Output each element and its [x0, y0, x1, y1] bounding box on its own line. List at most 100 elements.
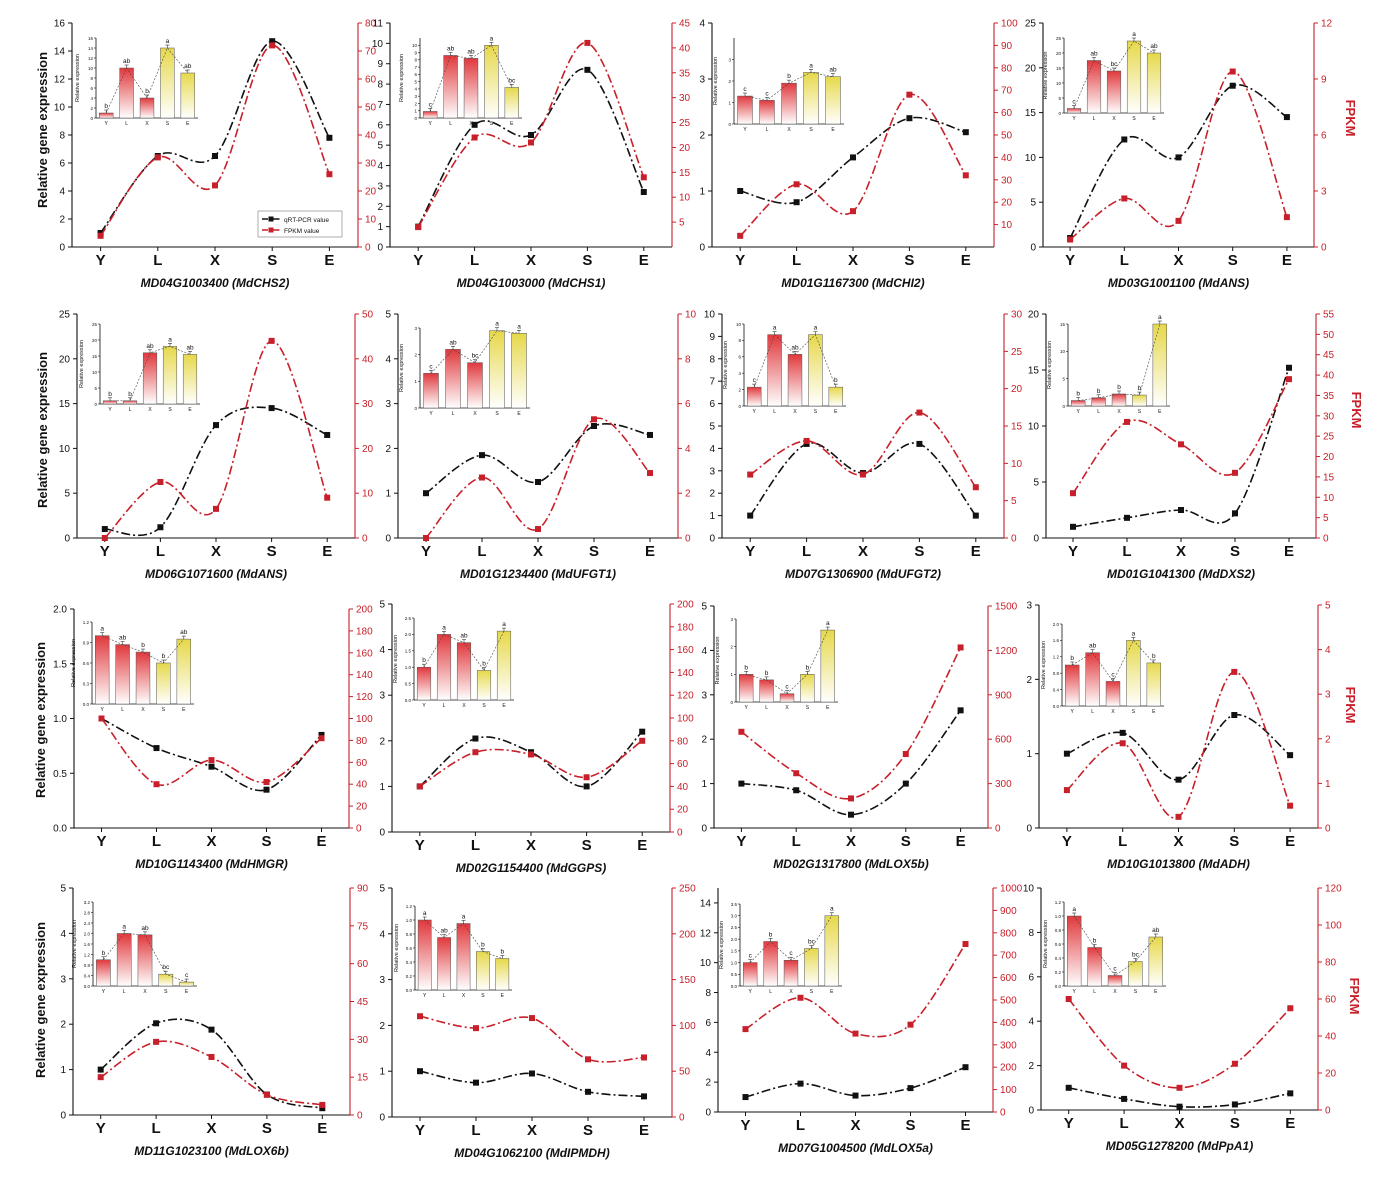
gene-symbol: (MdLOX5b) [865, 857, 929, 871]
left-tick-label: 11 [373, 19, 384, 30]
inset-significance-letter: ab [180, 629, 188, 636]
inset-significance-letter: ab [791, 344, 799, 351]
inset-bar [437, 937, 451, 991]
right-tick-label: 180 [677, 622, 694, 633]
right-tick-label: 400 [1000, 1018, 1017, 1029]
qrt-point [583, 783, 590, 790]
inset-significance-letter: ab [460, 633, 468, 640]
inset-category-label: X [145, 121, 149, 127]
qrt-point [1065, 1084, 1072, 1091]
inset-tick-label: 6 [414, 72, 417, 77]
inset-significance-letter: c [789, 950, 793, 957]
gene-id: MD04G1003400 [141, 276, 232, 290]
right-tick-label: 45 [679, 19, 691, 30]
inset-tick-label: 1.0 [406, 918, 413, 923]
inset-significance-letter: ab [440, 928, 448, 935]
inset-bar [423, 111, 438, 119]
left-tick-label: 1 [60, 1065, 66, 1076]
left-tick-label: 0.0 [53, 824, 67, 835]
legend: qRT-PCR value FPKM value [257, 210, 343, 238]
inset-category-label: Y [1077, 409, 1081, 415]
inset-category-label: L [1097, 409, 1100, 415]
inset-trend-line [105, 47, 189, 114]
right-tick-label: 90 [357, 884, 369, 895]
inset-tick-label: 10 [88, 66, 94, 71]
inset-tick-label: 1.6 [84, 942, 91, 947]
gene-symbol: (MdDXS2) [1198, 567, 1255, 581]
inset-tick-label: 15 [1056, 66, 1062, 71]
left-tick-label: 10 [54, 103, 66, 114]
right-tick-label: 0 [685, 534, 691, 545]
right-tick-label: 60 [1001, 108, 1013, 119]
x-tick-label: Y [100, 543, 110, 560]
right-tick-label: 35 [679, 68, 691, 79]
right-tick-label: 0 [1323, 534, 1329, 545]
x-tick-label: E [324, 252, 334, 269]
inset-tick-label: 1 [730, 672, 733, 677]
left-tick-label: 20 [1025, 63, 1037, 74]
left-tick-label: 3 [60, 974, 66, 985]
fpkm-line [417, 42, 645, 228]
right-tick-label: 300 [995, 779, 1012, 790]
qrt-point [318, 731, 325, 738]
inset-category-label: X [143, 989, 147, 995]
x-tick-label: Y [415, 837, 425, 854]
inset-tick-label: 0.3 [83, 681, 90, 686]
inset-trend-line [749, 915, 833, 963]
x-tick-label: L [471, 1122, 480, 1139]
fpkm-point [263, 779, 270, 786]
inset-significance-letter: b [104, 103, 108, 110]
x-tick-label: S [1229, 833, 1239, 850]
inset-tick-label: 15 [1060, 322, 1066, 327]
inset-category-label: E [501, 993, 505, 999]
inset-tick-label: 0.8 [1055, 928, 1062, 933]
inset-bar [1066, 108, 1082, 114]
inset-significance-letter: b [482, 660, 486, 667]
gene-title: MD02G1154400 (MdGGPS) [456, 861, 607, 875]
left-tick-label: 0 [705, 1108, 711, 1119]
inset-tick-label: 0.8 [1053, 671, 1060, 676]
x-tick-label: X [206, 833, 216, 850]
fpkm-point [324, 494, 331, 501]
gene-symbol: (MdANS) [236, 567, 287, 581]
yaxis-left-label-row1: Relative gene expression [35, 52, 50, 208]
fpkm-point [1121, 195, 1128, 202]
qrt-point [1176, 1103, 1183, 1110]
inset-trend-line [423, 630, 505, 672]
inset-category-label: L [121, 707, 124, 713]
x-tick-label: X [848, 252, 858, 269]
right-tick-label: 45 [1323, 350, 1335, 361]
inset-category-label: E [826, 705, 830, 711]
inset-bar [1146, 52, 1162, 114]
fpkm-point [1175, 813, 1182, 820]
right-tick-label: 6 [685, 399, 691, 410]
fpkm-point [747, 471, 754, 478]
fpkm-point [208, 757, 215, 764]
fpkm-point [972, 484, 979, 491]
left-tick-label: 6 [705, 1018, 711, 1029]
inset-tick-label: 3 [728, 57, 731, 62]
inset-tick-label: 2 [730, 644, 733, 649]
fpkm-point [529, 1015, 535, 1022]
left-tick-label: 5 [377, 141, 383, 152]
gene-id: MD07G1004500 [778, 1141, 869, 1155]
qrt-point [157, 524, 164, 531]
inset-significance-letter: c [743, 86, 747, 93]
x-tick-label: X [846, 833, 856, 850]
right-tick-label: 40 [1323, 371, 1335, 382]
inset-tick-label: 12 [88, 56, 94, 61]
x-tick-label: Y [96, 833, 106, 850]
gene-id: MD04G1062100 [454, 1146, 545, 1160]
right-tick-label: 15 [679, 168, 691, 179]
right-tick-label: 20 [1325, 1069, 1337, 1080]
inset-bar [1087, 947, 1102, 987]
inset-category-label: Y [749, 989, 753, 995]
inset-category-label: E [510, 121, 514, 127]
qrt-point [1231, 712, 1238, 719]
inset-significance-letter: b [1117, 384, 1121, 391]
inset-category-label: Y [753, 409, 757, 415]
qrt-point [907, 1085, 914, 1092]
qrt-point [529, 1070, 535, 1077]
left-tick-label: 2 [699, 131, 705, 142]
